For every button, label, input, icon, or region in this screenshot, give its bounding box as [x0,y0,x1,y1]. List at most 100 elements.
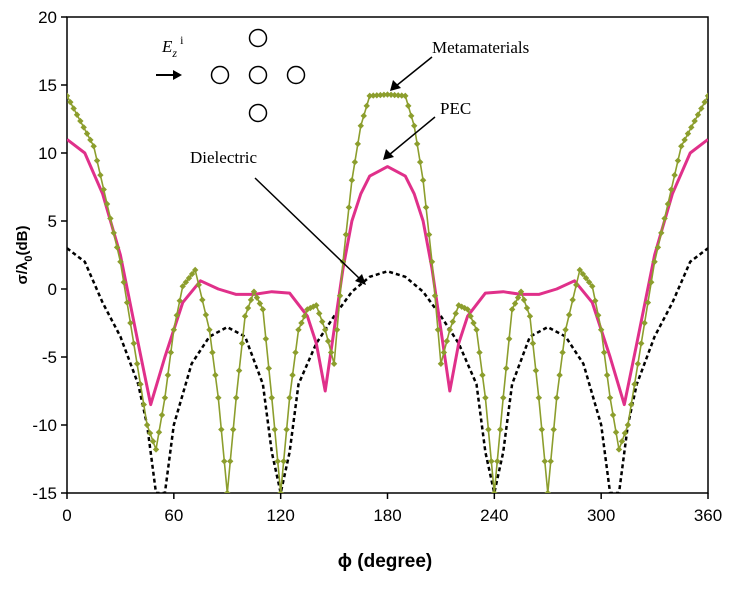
data-point-marker [452,310,459,317]
data-point-marker [603,371,611,379]
data-point-marker [123,299,131,306]
y-tick-label: 10 [38,144,57,163]
data-point-marker [559,349,566,356]
y-tick-label: -10 [32,416,57,435]
data-point-marker [370,92,377,99]
data-point-marker [503,365,510,372]
x-axis-ticks: 0 60 120 180 240 300 360 [62,493,722,525]
data-point-marker [664,200,672,208]
data-point-marker [405,102,412,110]
data-point-marker [520,296,528,304]
data-point-marker [182,279,190,286]
data-point-marker [229,426,237,433]
data-point-marker [582,274,590,282]
data-point-marker [158,411,166,419]
data-point-marker [684,130,692,137]
data-point-marker [654,244,662,251]
data-point-marker [93,157,101,164]
data-point-marker [544,489,551,493]
data-point-marker [671,171,678,179]
data-point-marker [380,91,388,98]
y-tick-label: -15 [32,484,57,503]
data-point-marker [351,158,359,166]
data-point-marker [324,337,332,345]
incident-field-inset: Ezi [156,28,306,123]
data-point-marker [488,458,495,465]
data-point-marker [354,140,362,148]
data-point-marker [152,446,160,453]
y-axis-title: σ/λ0(dB) [14,226,35,285]
x-tick-label: 0 [62,506,71,525]
data-point-marker [550,426,557,433]
data-point-marker [523,304,531,312]
annotation-pec: PEC [440,99,471,118]
data-point-marker [579,270,587,278]
data-point-marker [482,394,489,401]
data-point-marker [313,302,320,309]
x-tick-label: 120 [266,506,294,525]
data-point-marker [289,371,296,379]
data-point-marker [565,311,573,319]
annotation-dielectric: Dielectric [190,148,257,167]
data-point-marker [227,458,234,465]
series-markers-metamaterials [67,91,708,493]
data-point-marker [167,349,175,356]
data-point-marker [425,231,433,238]
data-point-marker [238,340,246,347]
data-point-marker [594,312,602,319]
data-point-marker [394,92,402,99]
data-point-marker [437,360,445,367]
data-point-marker [277,489,284,493]
data-point-marker [609,411,617,419]
data-point-marker [698,105,705,112]
data-point-marker [107,215,114,222]
cylinder-center [248,65,268,85]
data-point-marker [146,429,154,437]
data-point-marker [674,157,682,164]
data-point-marker [232,394,240,401]
data-point-marker [526,313,534,320]
data-point-marker [505,335,513,343]
data-point-marker [363,102,370,110]
data-point-marker [612,429,620,436]
data-point-marker [440,349,448,356]
data-point-marker [641,319,648,327]
data-point-marker [90,143,97,150]
data-point-marker [218,426,225,433]
data-point-marker [149,438,157,445]
data-point-marker [67,92,71,100]
data-point-marker [188,270,196,278]
data-point-marker [678,143,685,150]
data-point-marker [316,310,323,317]
data-point-marker [113,244,121,251]
data-point-marker [597,326,605,333]
data-point-marker [467,313,474,320]
data-point-marker [704,92,708,100]
data-point-marker [221,458,228,465]
data-point-marker [402,92,409,100]
data-point-marker [274,458,281,465]
data-point-marker [384,91,391,98]
cylinder-top [248,28,268,48]
data-point-marker [110,229,117,237]
data-point-marker [366,92,373,100]
data-point-marker [348,177,356,184]
data-point-marker [80,124,87,131]
data-point-marker [170,326,178,333]
data-point-marker [298,319,305,327]
y-tick-label: -5 [42,348,57,367]
data-point-marker [67,98,74,106]
data-point-marker [589,283,596,290]
data-point-marker [391,91,398,99]
data-point-marker [155,429,163,436]
data-point-marker [164,371,172,379]
data-point-marker [547,458,554,465]
data-point-marker [77,117,84,125]
data-point-marker [648,279,655,286]
data-point-marker [419,177,427,184]
data-point-marker [562,326,569,333]
data-point-marker [411,122,418,129]
data-point-marker [319,318,326,325]
data-point-marker [173,312,181,319]
data-point-marker [377,91,384,99]
